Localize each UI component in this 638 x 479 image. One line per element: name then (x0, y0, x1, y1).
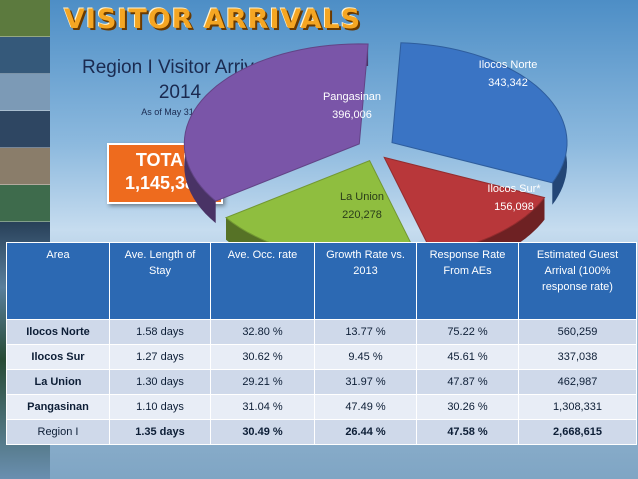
col-header-estimated-arrival: Estimated Guest Arrival (100% response r… (518, 242, 637, 320)
chart-as-of-note: As of May 31, 2015 (141, 107, 219, 117)
pie-label-name: Pangasinan (323, 91, 381, 103)
table-cell: 1,308,331 (518, 394, 637, 420)
photo-tile (0, 0, 50, 37)
chart-title-line1: Region I Visitor Arrivals (81, 57, 279, 78)
table-cell: 29.21 % (210, 369, 315, 395)
table-cell: 47.87 % (416, 369, 519, 395)
table-cell: 1.30 days (109, 369, 211, 395)
col-header-occ-rate: Ave. Occ. rate (210, 242, 315, 320)
table-cell: 462,987 (518, 369, 637, 395)
photo-tile (0, 111, 50, 148)
col-header-area: Area (6, 242, 110, 320)
table-cell: 1.27 days (109, 344, 211, 370)
table-cell: 32.80 % (210, 319, 315, 345)
table-cell: 1.58 days (109, 319, 211, 345)
arrivals-table: Area Ave. Length of Stay Ave. Occ. rate … (6, 242, 637, 445)
photo-tile (0, 185, 50, 222)
pie-slice-ilocos-norte (391, 42, 568, 184)
table-cell: 47.58 % (416, 419, 519, 445)
table-cell: 75.22 % (416, 319, 519, 345)
table-cell: Ilocos Sur (6, 344, 110, 370)
photo-tile (0, 148, 50, 185)
chart-title-year: 2014 (158, 82, 202, 103)
total-label: TOTAL (135, 150, 195, 170)
pie-slice-pangasinan (183, 43, 369, 202)
table-row: Pangasinan 1.10 days 31.04 % 47.49 % 30.… (6, 394, 637, 420)
table-cell: 2,668,615 (518, 419, 637, 445)
table-row: Ilocos Norte 1.58 days 32.80 % 13.77 % 7… (6, 319, 637, 345)
table-cell: 45.61 % (416, 344, 519, 370)
table-total-row: Region I 1.35 days 30.49 % 26.44 % 47.58… (6, 419, 637, 445)
pie-label-name: La Union (340, 191, 384, 203)
slide-title: VISITOR ARRIVALS (64, 4, 362, 35)
table-cell: 31.97 % (314, 369, 417, 395)
photo-tile (0, 74, 50, 111)
table-cell: 337,038 (518, 344, 637, 370)
photo-strip (0, 0, 50, 479)
table-cell: Ilocos Norte (6, 319, 110, 345)
table-row: La Union 1.30 days 29.21 % 31.97 % 47.87… (6, 369, 637, 395)
table-cell: 1.35 days (109, 419, 211, 445)
pie-label-name: Ilocos Norte (479, 59, 538, 71)
col-header-length-of-stay: Ave. Length of Stay (109, 242, 211, 320)
table-cell: 30.62 % (210, 344, 315, 370)
table-header-row: Area Ave. Length of Stay Ave. Occ. rate … (6, 242, 637, 320)
table-cell: La Union (6, 369, 110, 395)
table-row: Ilocos Sur 1.27 days 30.62 % 9.45 % 45.6… (6, 344, 637, 370)
pie-label-value: 343,342 (488, 77, 528, 89)
table-cell: Region I (6, 419, 110, 445)
col-header-growth-rate: Growth Rate vs. 2013 (314, 242, 417, 320)
table-cell: 560,259 (518, 319, 637, 345)
table-cell: 47.49 % (314, 394, 417, 420)
photo-tile (0, 37, 50, 74)
table-cell: 31.04 % (210, 394, 315, 420)
table-cell: 13.77 % (314, 319, 417, 345)
table-cell: 26.44 % (314, 419, 417, 445)
chart-title: Region I Visitor Arrivals 2014 As of May… (60, 57, 300, 117)
table-cell: 9.45 % (314, 344, 417, 370)
pie-label-value: 396,006 (332, 109, 372, 121)
pie-label-value: 220,278 (342, 209, 382, 221)
table-cell: Pangasinan (6, 394, 110, 420)
table-cell: 1.10 days (109, 394, 211, 420)
col-header-response-rate: Response Rate From AEs (416, 242, 519, 320)
table-cell: 30.49 % (210, 419, 315, 445)
table-cell: 30.26 % (416, 394, 519, 420)
pie-label-name: Ilocos Sur* (487, 183, 541, 195)
total-value: 1,145,388 (124, 173, 206, 193)
pie-label-value: 156,098 (494, 201, 534, 213)
